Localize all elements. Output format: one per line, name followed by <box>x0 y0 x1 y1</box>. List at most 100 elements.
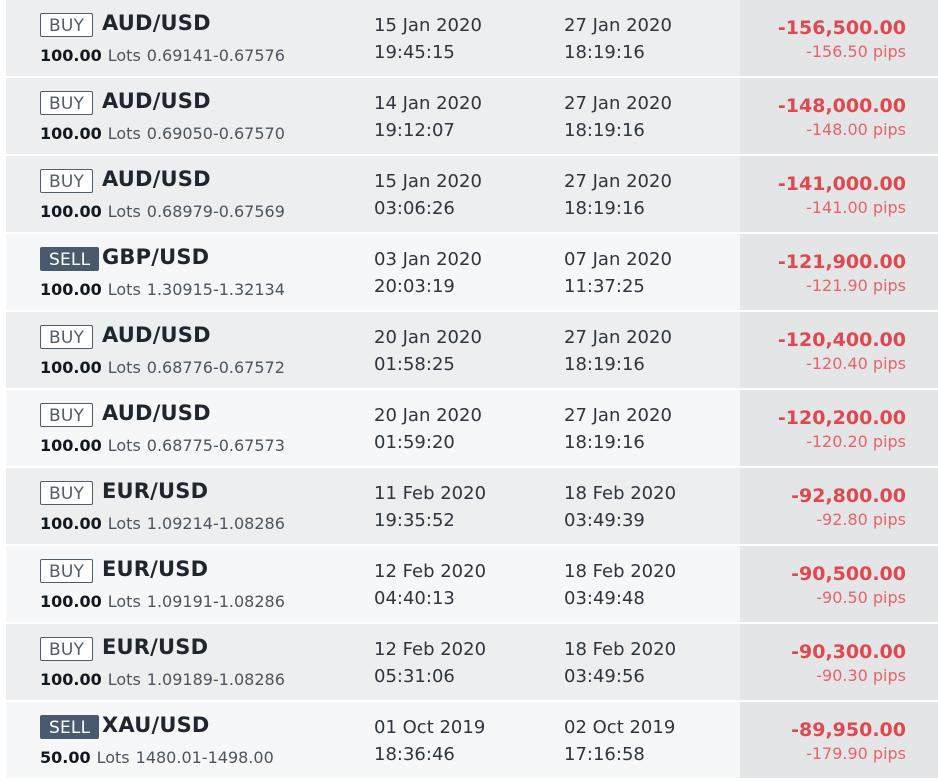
profit: -89,950.00 <box>791 719 906 741</box>
close-date: 27 Jan 2020 <box>564 327 672 348</box>
open-time: 19:12:07 <box>374 120 455 141</box>
open-date: 12 Feb 2020 <box>374 561 487 582</box>
price-range: 0.69050-0.67570 <box>146 124 285 143</box>
trade-row[interactable]: BUY AUD/USD 100.00 Lots 0.68776-0.67572 20… <box>6 312 938 390</box>
pips: -90.30 pips <box>816 666 906 685</box>
price-range: 1.09191-1.08286 <box>146 592 285 611</box>
side-badge: BUY <box>40 325 94 349</box>
profit: -141,000.00 <box>777 173 906 195</box>
open-date: 15 Jan 2020 <box>374 15 482 36</box>
close-time: 18:19:16 <box>564 432 645 453</box>
lots-unit: Lots <box>107 592 141 611</box>
open-time: 05:31:06 <box>374 666 455 687</box>
open-datetime: 03 Jan 2020 20:03:19 <box>374 246 482 300</box>
symbol: EUR/USD <box>102 479 209 503</box>
lots-unit: Lots <box>107 670 141 689</box>
close-datetime: 27 Jan 2020 18:19:16 <box>564 324 672 378</box>
profit: -156,500.00 <box>777 17 906 39</box>
symbol: GBP/USD <box>102 245 210 269</box>
close-datetime: 18 Feb 2020 03:49:48 <box>564 558 676 612</box>
lots-qty: 100.00 <box>40 124 102 143</box>
pips: -141.00 pips <box>806 198 906 217</box>
trade-row[interactable]: BUY AUD/USD 100.00 Lots 0.68775-0.67573 20… <box>6 390 938 468</box>
trade-row[interactable]: SELL GBP/USD 100.00 Lots 1.30915-1.32134 0… <box>6 234 938 312</box>
close-date: 27 Jan 2020 <box>564 405 672 426</box>
pips: -156.50 pips <box>806 42 906 61</box>
side-badge: BUY <box>40 91 94 115</box>
lots-qty: 100.00 <box>40 358 102 377</box>
symbol: AUD/USD <box>102 323 211 347</box>
trade-row[interactable]: BUY EUR/USD 100.00 Lots 1.09214-1.08286 11… <box>6 468 938 546</box>
lots-unit: Lots <box>107 514 141 533</box>
open-datetime: 01 Oct 2019 18:36:46 <box>374 714 485 768</box>
open-date: 14 Jan 2020 <box>374 93 482 114</box>
side-badge: BUY <box>40 481 94 505</box>
close-time: 18:19:16 <box>564 198 645 219</box>
open-date: 12 Feb 2020 <box>374 639 487 660</box>
open-time: 03:06:26 <box>374 198 455 219</box>
result-cell: -120,400.00 -120.40 pips <box>740 312 938 388</box>
result-cell: -141,000.00 -141.00 pips <box>740 156 938 232</box>
symbol: EUR/USD <box>102 635 209 659</box>
price-range: 0.68979-0.67569 <box>146 202 285 221</box>
trade-row[interactable]: SELL XAU/USD 50.00 Lots 1480.01-1498.00 01… <box>6 702 938 780</box>
price-range: 0.68776-0.67572 <box>146 358 285 377</box>
lots-unit: Lots <box>107 124 141 143</box>
price-range: 1.09214-1.08286 <box>146 514 285 533</box>
result-cell: -120,200.00 -120.20 pips <box>740 390 938 466</box>
close-datetime: 18 Feb 2020 03:49:39 <box>564 480 676 534</box>
lots-unit: Lots <box>107 202 141 221</box>
close-time: 17:16:58 <box>564 744 645 765</box>
close-time: 18:19:16 <box>564 354 645 375</box>
side-badge: SELL <box>40 247 100 271</box>
open-datetime: 15 Jan 2020 19:45:15 <box>374 12 482 66</box>
open-time: 04:40:13 <box>374 588 455 609</box>
profit: -121,900.00 <box>777 251 906 273</box>
close-datetime: 02 Oct 2019 17:16:58 <box>564 714 675 768</box>
trade-row[interactable]: BUY AUD/USD 100.00 Lots 0.68979-0.67569 15… <box>6 156 938 234</box>
trade-row[interactable]: BUY AUD/USD 100.00 Lots 0.69141-0.67576 15… <box>6 0 938 78</box>
symbol: XAU/USD <box>102 713 210 737</box>
lots-unit: Lots <box>107 358 141 377</box>
close-datetime: 18 Feb 2020 03:49:56 <box>564 636 676 690</box>
pips: -120.20 pips <box>806 432 906 451</box>
profit: -90,300.00 <box>791 641 906 663</box>
side-badge: BUY <box>40 403 94 427</box>
open-datetime: 15 Jan 2020 03:06:26 <box>374 168 482 222</box>
lots-line: 100.00 Lots 0.68776-0.67572 <box>40 358 285 377</box>
side-badge: BUY <box>40 13 94 37</box>
open-date: 11 Feb 2020 <box>374 483 487 504</box>
trade-row[interactable]: BUY EUR/USD 100.00 Lots 1.09191-1.08286 12… <box>6 546 938 624</box>
profit: -120,200.00 <box>777 407 906 429</box>
open-date: 03 Jan 2020 <box>374 249 482 270</box>
trade-row[interactable]: BUY AUD/USD 100.00 Lots 0.69050-0.67570 14… <box>6 78 938 156</box>
side-badge: BUY <box>40 559 94 583</box>
price-range: 0.68775-0.67573 <box>146 436 285 455</box>
pips: -121.90 pips <box>806 276 906 295</box>
symbol: EUR/USD <box>102 557 209 581</box>
lots-qty: 100.00 <box>40 280 102 299</box>
lots-line: 100.00 Lots 1.09191-1.08286 <box>40 592 285 611</box>
profit: -148,000.00 <box>777 95 906 117</box>
close-date: 07 Jan 2020 <box>564 249 672 270</box>
trade-row[interactable]: BUY EUR/USD 100.00 Lots 1.09189-1.08286 12… <box>6 624 938 702</box>
close-time: 18:19:16 <box>564 120 645 141</box>
lots-qty: 50.00 <box>40 748 91 767</box>
lots-line: 100.00 Lots 1.09189-1.08286 <box>40 670 285 689</box>
pips: -148.00 pips <box>806 120 906 139</box>
open-datetime: 14 Jan 2020 19:12:07 <box>374 90 482 144</box>
close-date: 02 Oct 2019 <box>564 717 676 738</box>
open-time: 20:03:19 <box>374 276 455 297</box>
result-cell: -92,800.00 -92.80 pips <box>740 468 938 544</box>
pips: -179.90 pips <box>806 744 906 763</box>
symbol: AUD/USD <box>102 11 211 35</box>
close-time: 03:49:48 <box>564 588 645 609</box>
lots-qty: 100.00 <box>40 514 102 533</box>
lots-unit: Lots <box>107 46 141 65</box>
open-datetime: 12 Feb 2020 05:31:06 <box>374 636 486 690</box>
open-time: 19:45:15 <box>374 42 455 63</box>
lots-line: 100.00 Lots 1.30915-1.32134 <box>40 280 285 299</box>
price-range: 1.30915-1.32134 <box>146 280 285 299</box>
lots-unit: Lots <box>96 748 130 767</box>
close-time: 03:49:39 <box>564 510 645 531</box>
